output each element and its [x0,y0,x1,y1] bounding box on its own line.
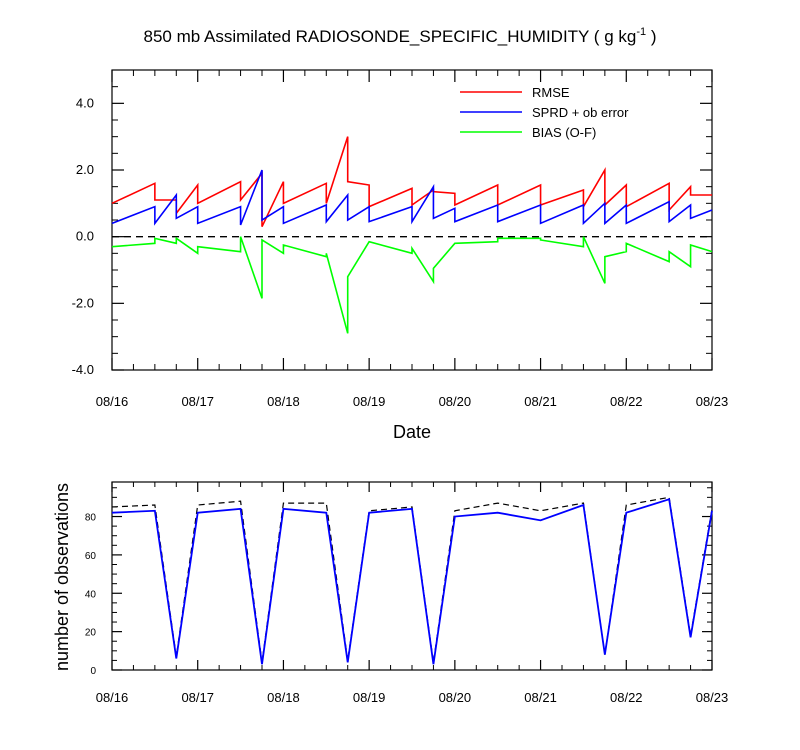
y-tick-label: -2.0 [72,295,94,310]
y-tick-label: -4.0 [72,362,94,377]
top-x-axis-label: Date [393,422,431,442]
y-tick-label: 20 [85,628,97,639]
y-tick-label: 4.0 [76,95,94,110]
bottom-axis-ticks [111,482,713,671]
x-tick-label: 08/20 [439,394,472,409]
y-tick-label: 0 [90,666,96,677]
title-main: 850 mb Assimilated RADIOSONDE_SPECIFIC_H… [144,27,637,46]
x-tick-label: 08/16 [96,690,129,705]
legend: RMSE SPRD + ob error BIAS (O-F) [460,85,629,140]
y-tick-label: 2.0 [76,162,94,177]
title-end: ) [646,27,656,46]
series-line-rmse [111,136,712,228]
title-superscript: -1 [636,26,646,38]
x-tick-label: 08/19 [353,690,386,705]
x-tick-label: 08/21 [524,690,557,705]
top-chart: 08/16 08/17 08/18 08/19 08/20 08/21 08/22 08/23… [72,69,729,442]
x-tick-label: 08/22 [610,690,643,705]
bottom-chart: 08/16 08/17 08/18 08/19 08/20 08/21 08/22 08/23… [52,481,728,705]
x-tick-label: 08/21 [524,394,557,409]
series-line-available-observations [111,496,713,663]
x-tick-label: 08/23 [696,690,729,705]
bottom-series-group [111,496,713,665]
legend-label-bias: BIAS (O-F) [532,125,596,140]
x-tick-label: 08/17 [181,690,214,705]
x-tick-label: 08/23 [696,394,729,409]
x-tick-label: 08/22 [610,394,643,409]
series-line-sprd-ob-error [111,169,713,226]
y-tick-label: 0.0 [76,229,94,244]
x-tick-label: 08/16 [96,394,129,409]
x-tick-label: 08/18 [267,394,300,409]
top-series-group [111,136,713,334]
y-tick-label: 80 [85,513,97,524]
bottom-tick-labels: 08/16 08/17 08/18 08/19 08/20 08/21 08/22 08/23… [85,513,728,705]
x-tick-label: 08/18 [267,690,300,705]
legend-label-sprd: SPRD + ob error [532,105,629,120]
x-tick-label: 08/20 [439,690,472,705]
bottom-y-axis-label: number of observations [52,483,72,671]
x-tick-label: 08/17 [181,394,214,409]
series-line-bias-o-f [111,236,713,334]
series-line-used-observations [111,498,713,665]
top-tick-labels: 08/16 08/17 08/18 08/19 08/20 08/21 08/22 08/23… [72,95,729,409]
y-tick-label: 40 [85,589,97,600]
x-tick-label: 08/19 [353,394,386,409]
legend-label-rmse: RMSE [532,85,570,100]
y-tick-label: 60 [85,551,97,562]
top-chart-title: 850 mb Assimilated RADIOSONDE_SPECIFIC_H… [144,26,657,46]
